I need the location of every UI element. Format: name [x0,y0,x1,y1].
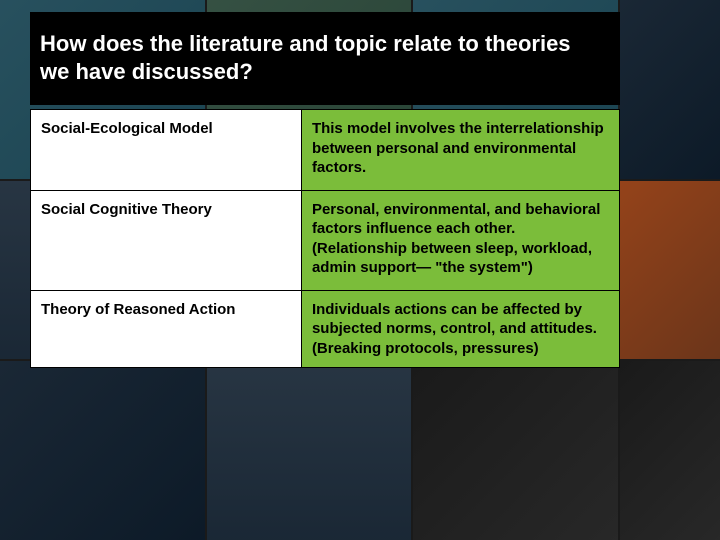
theory-description: Individuals actions can be affected by s… [301,290,619,368]
slide-title: How does the literature and topic relate… [30,12,620,105]
table-row: Theory of Reasoned Action Individuals ac… [31,290,620,368]
theory-name: Social-Ecological Model [31,110,302,191]
theory-name: Theory of Reasoned Action [31,290,302,368]
slide: How does the literature and topic relate… [0,0,720,540]
table-row: Social Cognitive Theory Personal, enviro… [31,190,620,290]
theory-table: Social-Ecological Model This model invol… [30,109,620,368]
theory-description: Personal, environmental, and behavioral … [301,190,619,290]
theory-description: This model involves the interrelationshi… [301,110,619,191]
table-row: Social-Ecological Model This model invol… [31,110,620,191]
theory-name: Social Cognitive Theory [31,190,302,290]
